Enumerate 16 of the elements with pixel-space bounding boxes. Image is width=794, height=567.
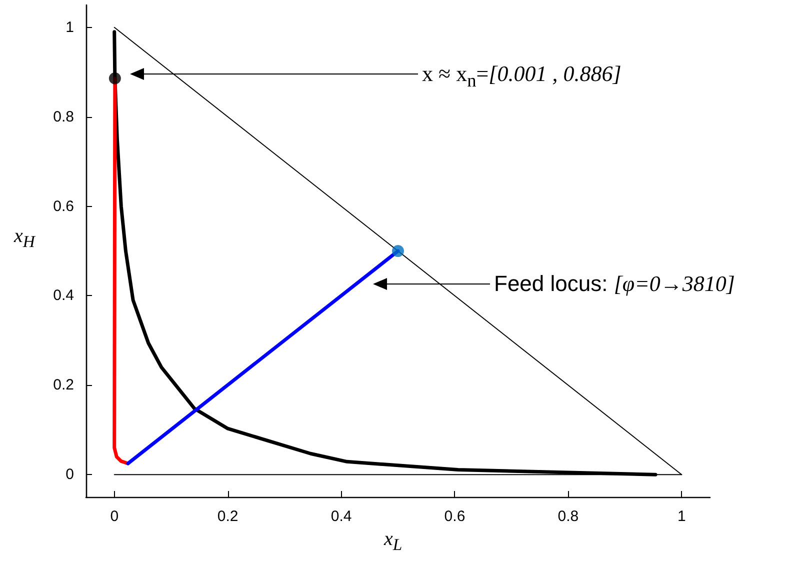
y-tick-label: 0.6: [53, 198, 74, 215]
y-tick-label: 0.8: [53, 108, 74, 126]
y-axis-title: x$_{H}$: [14, 225, 35, 252]
x-tick-label: 1: [677, 508, 686, 525]
x-tick-label: 0.2: [217, 508, 238, 525]
x-tick-label: 0.8: [558, 508, 579, 525]
x-tick-label: 0.6: [444, 508, 466, 525]
x-axis-title: x$_{L}$: [384, 528, 402, 555]
annotation: x ≈ x$_{n}$=[0.001 , 0.886]: [422, 61, 622, 90]
y-tick-label: 0: [66, 466, 74, 484]
x-tick-label: 0: [110, 508, 119, 525]
y-tick-label: 0.4: [53, 287, 74, 304]
y-tick-label: 1: [66, 18, 74, 36]
annotation: Feed locus: [φ=0→3810]: [494, 271, 735, 296]
y-tick-label: 0.2: [53, 376, 74, 394]
x-tick-label: 0.4: [330, 508, 352, 525]
